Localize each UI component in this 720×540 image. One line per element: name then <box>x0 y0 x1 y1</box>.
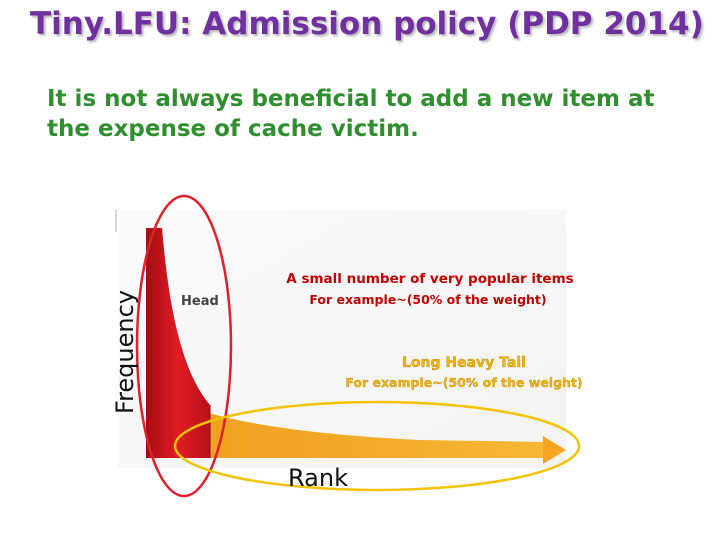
slide-title: Tiny.LFU: Admission policy (PDP 2014) <box>30 6 704 42</box>
slide-body-text: It is not always beneficial to add a new… <box>47 86 655 142</box>
tail-area <box>205 412 545 458</box>
x-axis-label: Rank <box>288 464 348 492</box>
head-example: For example~(50% of the weight) <box>309 292 546 307</box>
y-axis-label: Frequency <box>111 290 139 414</box>
head-area <box>146 228 210 458</box>
tail-example: For example~(50% of the weight) <box>345 375 582 390</box>
head-label: Head <box>181 294 219 309</box>
tail-arrowhead <box>543 436 566 464</box>
tail-highlight-ellipse <box>173 400 581 492</box>
head-highlight-ellipse <box>135 194 233 498</box>
head-caption: A small number of very popular items <box>286 271 573 287</box>
tail-caption: Long Heavy Tail <box>402 355 526 371</box>
